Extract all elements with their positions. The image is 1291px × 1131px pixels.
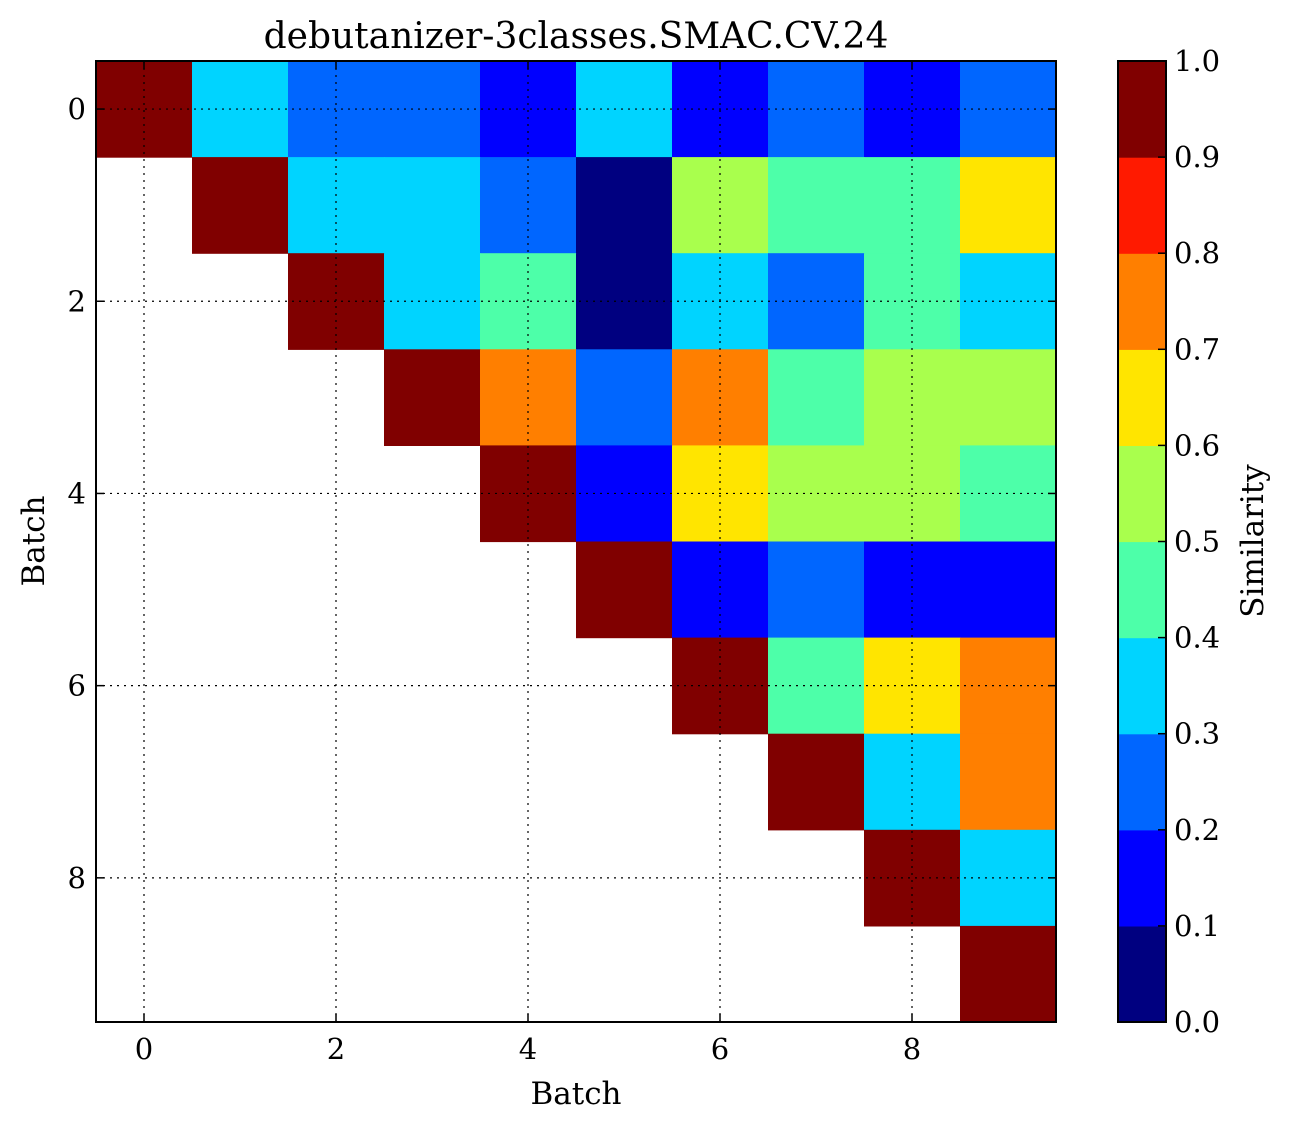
heatmap-cell — [768, 637, 865, 735]
y-tick-label: 2 — [68, 284, 86, 318]
colorbar-segment — [1118, 349, 1166, 446]
heatmap-cell — [768, 541, 865, 639]
heatmap-cell — [768, 61, 865, 158]
grid-lines — [96, 61, 1056, 1022]
x-tick-label: 8 — [903, 1032, 921, 1066]
colorbar-tick-label: 0.5 — [1174, 525, 1220, 559]
colorbar-tick-label: 0.1 — [1174, 909, 1220, 943]
heatmap-cell — [960, 157, 1057, 254]
heatmap-cell — [864, 445, 961, 543]
colorbar-segment — [1118, 445, 1166, 543]
colorbar-segment — [1118, 925, 1166, 1023]
heatmap-cell — [96, 61, 193, 158]
heatmap-cell — [576, 253, 673, 350]
heatmap-cell — [960, 541, 1057, 639]
heatmap-cell — [576, 157, 673, 254]
x-tick-label: 4 — [519, 1032, 537, 1066]
heatmap-cell — [864, 829, 961, 927]
colorbar-tick-label: 0.4 — [1174, 621, 1220, 655]
colorbar: 0.0 0.1 0.2 0.3 0.4 0.5 0.6 0.7 0.8 0.9 1.0 — [1117, 44, 1220, 1039]
colorbar-tick-label: 1.0 — [1174, 44, 1220, 78]
heatmap-cell — [192, 61, 289, 158]
colorbar-tick-label: 0.2 — [1174, 813, 1220, 847]
heatmap-cell — [960, 61, 1057, 158]
axis-ticks: 0 2 4 6 8 0 2 4 6 8 — [68, 61, 1056, 1066]
colorbar-segment — [1118, 829, 1166, 927]
colorbar-label: Similarity — [1235, 464, 1271, 618]
heatmap-cell — [672, 541, 769, 639]
heatmap-cell — [864, 541, 961, 639]
heatmap-cell — [768, 445, 865, 543]
heatmap-cell — [960, 253, 1057, 350]
colorbar-tick-label: 0.7 — [1174, 332, 1220, 366]
y-tick-label: 0 — [68, 92, 86, 126]
colorbar-tick-label: 0.3 — [1174, 717, 1220, 751]
colorbar-segment — [1118, 733, 1166, 831]
colorbar-segment — [1118, 253, 1166, 350]
x-tick-label: 6 — [711, 1032, 729, 1066]
heatmap-cell — [384, 157, 481, 254]
heatmap-cell — [672, 157, 769, 254]
colorbar-segment — [1118, 541, 1166, 639]
heatmap-cell — [960, 733, 1057, 831]
heatmap-cell — [480, 445, 577, 543]
colorbar-tick-label: 0.9 — [1174, 140, 1220, 174]
heatmap-cell — [768, 253, 865, 350]
heatmap-cell — [864, 157, 961, 254]
heatmap-cell — [768, 157, 865, 254]
y-tick-label: 4 — [68, 476, 86, 510]
y-tick-label: 8 — [68, 861, 86, 895]
colorbar-segment — [1118, 157, 1166, 254]
x-axis-label: Batch — [530, 1076, 621, 1112]
heatmap-cell — [768, 349, 865, 446]
heatmap-cell — [288, 253, 385, 350]
heatmap-cell — [960, 349, 1057, 446]
heatmap-cell — [288, 61, 385, 158]
heatmap-cell — [384, 349, 481, 446]
heatmap-cell — [576, 445, 673, 543]
colorbar-segment — [1118, 61, 1166, 158]
heatmap-cell — [960, 445, 1057, 543]
x-tick-label: 0 — [135, 1032, 153, 1066]
colorbar-tick-label: 0.6 — [1174, 428, 1220, 462]
colorbar-tick-label: 0.8 — [1174, 236, 1220, 270]
heatmap-cell — [288, 157, 385, 254]
heatmap-cell — [480, 157, 577, 254]
heatmap-cell — [960, 925, 1057, 1023]
colorbar-segment — [1118, 637, 1166, 735]
y-tick-label: 6 — [68, 669, 86, 703]
chart-title: debutanizer-3classes.SMAC.CV.24 — [264, 16, 889, 57]
heatmap-cell — [576, 349, 673, 446]
heatmap-cell — [768, 733, 865, 831]
heatmap-cell — [960, 637, 1057, 735]
heatmap-cell — [576, 541, 673, 639]
heatmap-cell — [576, 61, 673, 158]
x-tick-label: 2 — [327, 1032, 345, 1066]
plot-frame — [95, 60, 1057, 1023]
heatmap-cell — [960, 829, 1057, 927]
y-axis-label: Batch — [16, 495, 52, 586]
heatmap-cell — [192, 157, 289, 254]
colorbar-tick-label: 0.0 — [1174, 1005, 1220, 1039]
